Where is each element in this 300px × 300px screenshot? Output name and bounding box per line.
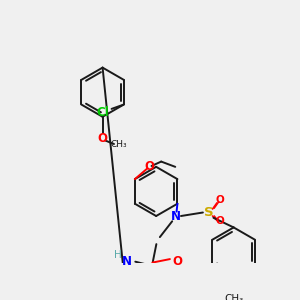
Text: H: H (114, 250, 122, 260)
Text: O: O (215, 216, 224, 226)
Text: O: O (98, 132, 108, 145)
Text: CH₃: CH₃ (110, 140, 127, 149)
Text: O: O (215, 195, 224, 205)
Text: O: O (172, 255, 182, 268)
Text: CH₃: CH₃ (224, 294, 243, 300)
Text: N: N (171, 209, 181, 223)
Text: Cl: Cl (96, 106, 109, 119)
Text: O: O (144, 160, 154, 173)
Text: N: N (122, 255, 131, 268)
Text: S: S (204, 206, 214, 219)
